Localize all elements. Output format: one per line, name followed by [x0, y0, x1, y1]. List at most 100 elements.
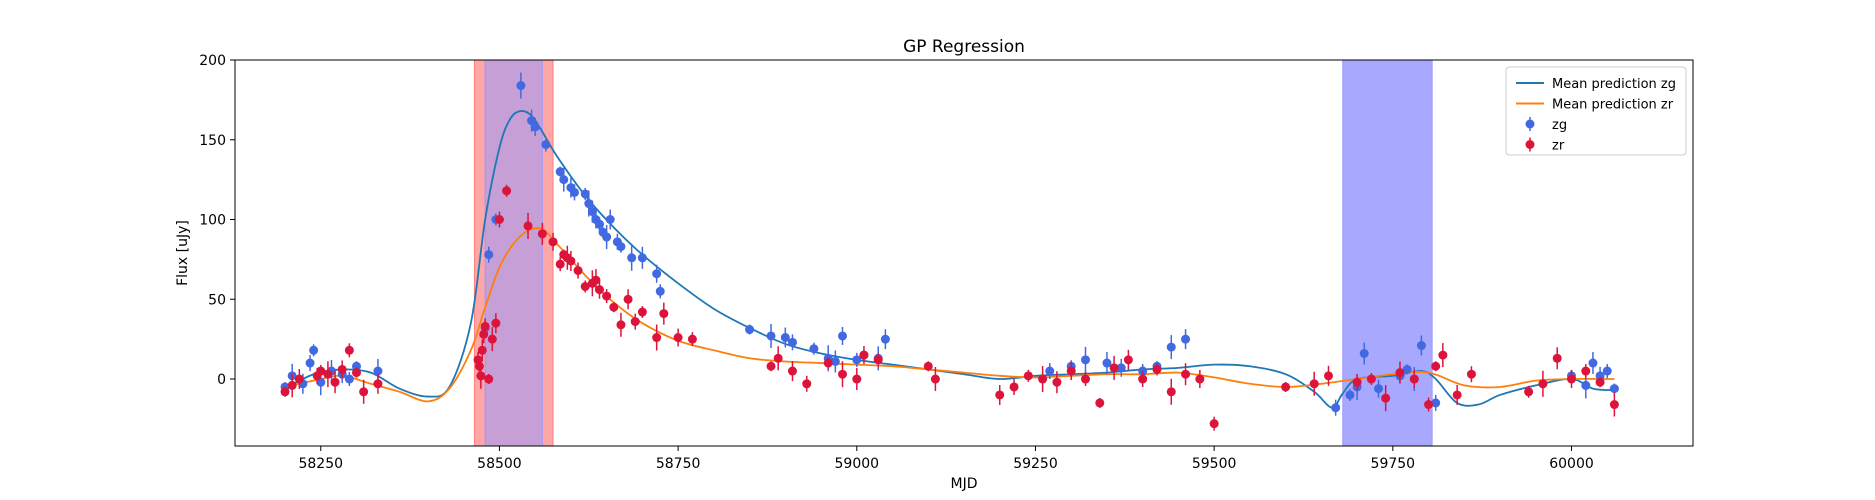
data-point [1209, 419, 1219, 429]
data-point [477, 345, 487, 355]
series-zg [280, 72, 1619, 416]
data-point [1116, 363, 1126, 373]
data-point [1081, 355, 1090, 365]
data-point [476, 371, 486, 381]
x-tick-label: 59500 [1192, 456, 1237, 472]
data-point [516, 81, 526, 91]
data-point [587, 207, 597, 217]
data-point [1081, 374, 1090, 384]
legend-entry-mean-prediction-zr: Mean prediction zr [1516, 98, 1674, 113]
data-point [494, 215, 504, 225]
data-point [930, 374, 940, 384]
data-point [1602, 366, 1612, 376]
data-point [1309, 379, 1319, 389]
legend-entry-zg: zg [1525, 117, 1567, 133]
data-point [1438, 350, 1448, 360]
data-point [1409, 374, 1419, 384]
legend: Mean prediction zg Mean prediction zr zg zr [1505, 66, 1687, 156]
data-point [766, 331, 776, 341]
data-points [280, 72, 1619, 431]
data-point [616, 242, 626, 252]
legend-box [1505, 66, 1687, 156]
data-point [569, 187, 579, 197]
data-point [502, 186, 512, 196]
data-point [1123, 355, 1133, 365]
x-tick-label: 60000 [1549, 456, 1594, 472]
data-point [1374, 384, 1384, 394]
data-point [294, 374, 304, 384]
data-point [1066, 366, 1076, 376]
data-point [474, 361, 484, 371]
data-point [555, 259, 565, 269]
legend-label: Mean prediction zr [1552, 98, 1674, 113]
data-point [1595, 377, 1605, 387]
data-point [1102, 358, 1112, 368]
data-point [1452, 390, 1462, 400]
data-point [352, 361, 361, 371]
data-point [484, 374, 494, 384]
data-point [1402, 364, 1412, 374]
data-point [1395, 368, 1405, 378]
data-point [305, 358, 315, 368]
data-point [1588, 358, 1598, 368]
y-tick-label: 150 [199, 133, 226, 149]
data-point [491, 318, 501, 328]
y-axis-label: Flux [uJy] [175, 220, 191, 286]
legend-label: zg [1552, 118, 1567, 133]
data-point [880, 334, 890, 344]
data-point [1609, 384, 1619, 394]
chart-title: GP Regression [903, 37, 1025, 57]
y-tick-label: 50 [208, 292, 226, 308]
data-point [830, 356, 840, 366]
legend-entry-mean-prediction-zg: Mean prediction zg [1516, 77, 1676, 92]
data-point [787, 337, 797, 347]
x-axis-ticks: 58250 58500 58750 59000 59250 59500 59750 60000 [298, 446, 1594, 472]
data-point [1595, 371, 1605, 381]
data-point [659, 309, 669, 319]
data-point [1581, 380, 1591, 390]
data-point [627, 253, 637, 263]
data-point [591, 275, 601, 285]
data-point [652, 269, 662, 279]
data-point [623, 294, 633, 304]
data-point [330, 377, 340, 387]
data-point [373, 366, 383, 376]
data-point [1431, 361, 1441, 371]
series-zr [280, 184, 1619, 431]
data-point [637, 253, 647, 263]
data-point [602, 232, 612, 242]
data-point [1166, 342, 1176, 352]
data-point [595, 219, 604, 229]
data-point [1345, 390, 1355, 400]
data-point [337, 364, 347, 374]
data-point [1181, 334, 1191, 344]
legend-label: zr [1552, 139, 1565, 154]
data-point [1152, 364, 1162, 374]
data-point [280, 387, 290, 397]
data-point [344, 345, 354, 355]
y-tick-label: 100 [199, 213, 226, 229]
data-point [780, 333, 790, 343]
data-point [1331, 403, 1341, 413]
data-point [1524, 387, 1534, 397]
data-point [487, 334, 497, 344]
data-point [655, 286, 665, 296]
data-point [1045, 366, 1055, 376]
data-point [1109, 363, 1119, 373]
data-point [1609, 400, 1619, 410]
data-point [1466, 369, 1476, 379]
data-point [1552, 353, 1562, 363]
data-point [1324, 371, 1333, 381]
data-point [1095, 398, 1105, 408]
data-point [359, 387, 369, 397]
data-point [1366, 374, 1376, 384]
legend-label: Mean prediction zg [1552, 77, 1676, 92]
data-point [555, 167, 565, 177]
data-point [1023, 371, 1033, 381]
data-point [1538, 379, 1548, 389]
y-tick-label: 200 [199, 53, 226, 69]
data-point [344, 374, 354, 384]
data-point [541, 140, 551, 150]
data-point [537, 229, 547, 239]
